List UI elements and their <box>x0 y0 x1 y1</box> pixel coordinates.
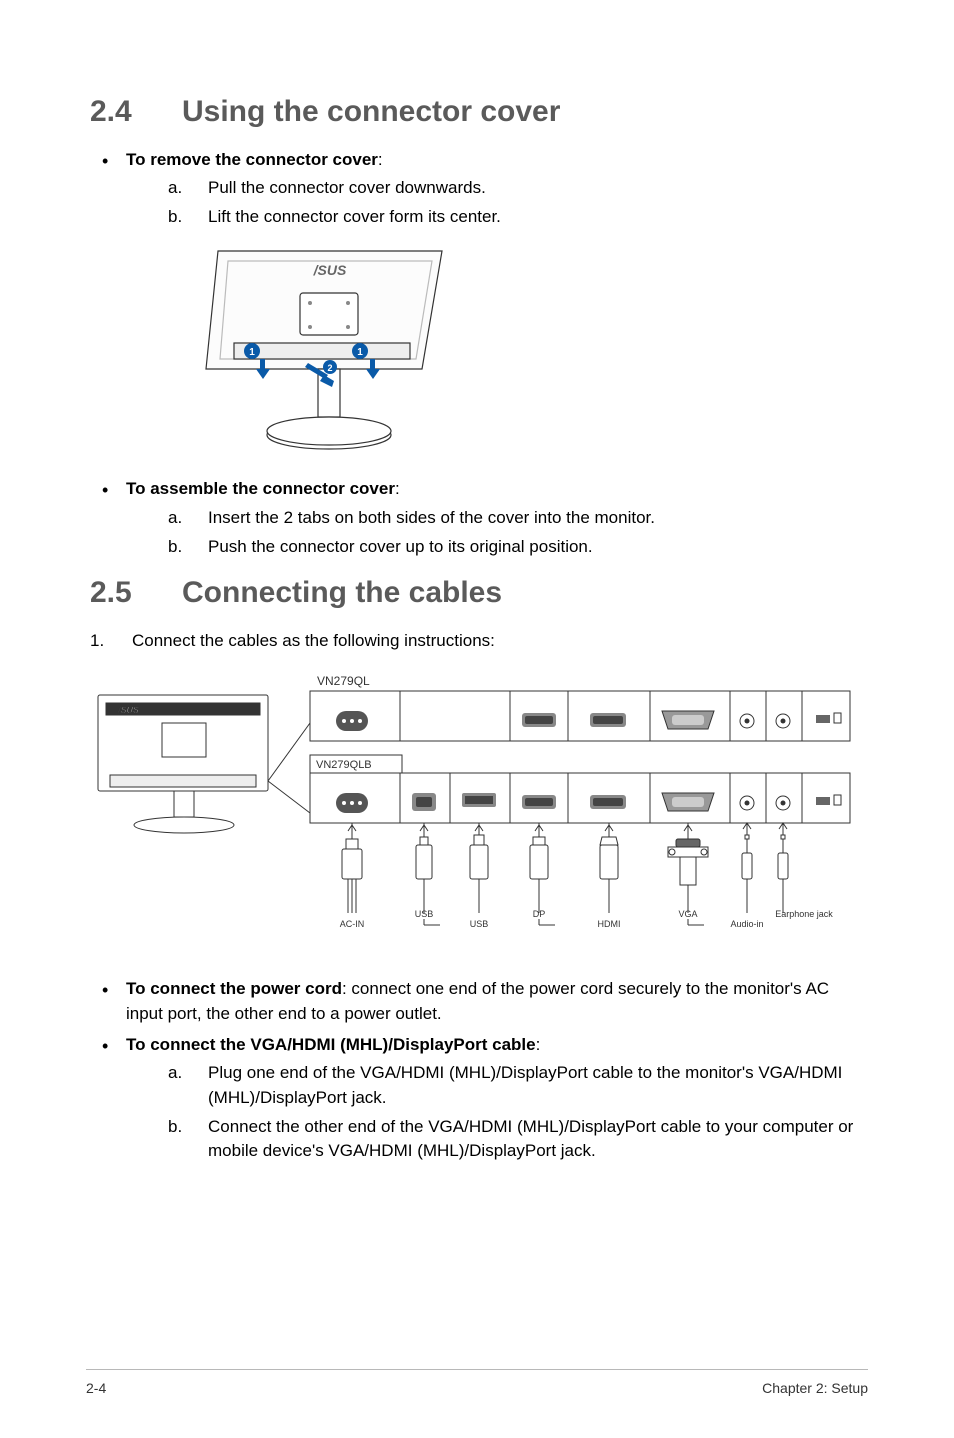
letter-b2: b. <box>168 535 202 560</box>
remove-lead: To remove the connector cover <box>126 150 378 169</box>
assemble-step-a: a. Insert the 2 tabs on both sides of the… <box>168 506 864 531</box>
svg-text:HDMI / MHL: HDMI / MHL <box>589 698 628 705</box>
label-hdmi: HDMI <box>598 919 621 929</box>
svg-text:2: 2 <box>327 363 332 373</box>
vga-lead: To connect the VGA/HDMI (MHL)/DisplayPor… <box>126 1035 536 1054</box>
power-bullet: To connect the power cord: connect one e… <box>126 977 864 1026</box>
svg-text:VGA: VGA <box>680 778 698 787</box>
heading-number-2: 2.5 <box>90 571 182 615</box>
figure-ports: /SUS VN279QL ∼ D <box>90 663 864 963</box>
svg-text:/SUS: /SUS <box>313 262 347 278</box>
label-usb-a: USB <box>415 909 434 919</box>
svg-text:ψ: ψ <box>475 851 482 862</box>
footer-left: 2-4 <box>86 1378 106 1398</box>
heading-text: Using the connector cover <box>182 95 560 128</box>
heading-number: 2.4 <box>90 90 182 134</box>
label-earphone: Earphone jack <box>775 909 833 919</box>
svg-text:/SUS: /SUS <box>117 705 139 715</box>
label-usb-b: USB <box>470 919 489 929</box>
power-lead: To connect the power cord <box>126 979 342 998</box>
svg-text:D: D <box>536 856 542 865</box>
letter-a: a. <box>168 176 202 201</box>
svg-text:∩: ∩ <box>779 695 786 706</box>
letter-b: b. <box>168 205 202 230</box>
assemble-bullet: To assemble the connector cover: a. Inser… <box>126 477 864 559</box>
svg-text:∼: ∼ <box>346 772 358 788</box>
colon2: : <box>395 479 400 498</box>
remove-step-a: a. Pull the connector cover downwards. <box>168 176 864 201</box>
section-2-5-heading: 2.5Connecting the cables <box>90 571 864 615</box>
remove-step-b: b. Lift the connector cover form its cent… <box>168 205 864 230</box>
svg-text:∩: ∩ <box>779 777 786 788</box>
svg-text:1: 1 <box>357 347 363 358</box>
vga-step-b: b.Connect the other end of the VGA/HDMI … <box>168 1115 864 1164</box>
colon: : <box>378 150 383 169</box>
svg-text:D: D <box>535 777 542 787</box>
assemble-step-b: b. Push the connector cover up to its ori… <box>168 535 864 560</box>
letter-b3: b. <box>168 1115 202 1140</box>
page-footer: 2-4 Chapter 2: Setup <box>86 1369 868 1398</box>
step-1-text: Connect the cables as the following inst… <box>132 631 495 650</box>
remove-a-text: Pull the connector cover downwards. <box>208 178 486 197</box>
svg-text:⇐: ⇐ <box>475 777 483 787</box>
remove-bullet: To remove the connector cover: a. Pull th… <box>126 148 864 230</box>
label-dp: DP <box>533 909 546 919</box>
svg-text:⊖: ⊖ <box>743 777 751 788</box>
label-audioin: Audio-in <box>730 919 763 929</box>
vga-step-a: a.Plug one end of the VGA/HDMI (MHL)/Dis… <box>168 1061 864 1110</box>
svg-text:∼: ∼ <box>346 690 358 706</box>
remove-b-text: Lift the connector cover form its center… <box>208 207 501 226</box>
svg-text:D: D <box>535 695 542 705</box>
vga-bullet: To connect the VGA/HDMI (MHL)/DisplayPor… <box>126 1033 864 1164</box>
svg-text:ss⇔: ss⇔ <box>420 859 426 871</box>
letter-a3: a. <box>168 1061 202 1086</box>
assemble-b-text: Push the connector cover up to its origi… <box>208 537 593 556</box>
svg-text:⊖: ⊖ <box>743 695 751 706</box>
svg-text:1: 1 <box>249 347 255 358</box>
vga-b-text: Connect the other end of the VGA/HDMI (M… <box>208 1117 853 1161</box>
model-a-label: VN279QL <box>317 674 370 688</box>
svg-text:SS⇔: SS⇔ <box>416 780 432 787</box>
assemble-lead: To assemble the connector cover <box>126 479 395 498</box>
colon3: : <box>536 1035 541 1054</box>
assemble-a-text: Insert the 2 tabs on both sides of the c… <box>208 508 655 527</box>
figure-monitor-back: /SUS 1 1 2 <box>190 241 460 461</box>
svg-text:VGA: VGA <box>680 696 698 705</box>
section-2-4-heading: 2.4Using the connector cover <box>90 90 864 134</box>
svg-text:HDMI / MHL: HDMI / MHL <box>589 780 628 787</box>
step-1: 1. Connect the cables as the following in… <box>90 629 864 654</box>
letter-a2: a. <box>168 506 202 531</box>
heading-text-2: Connecting the cables <box>182 576 502 609</box>
model-b-label: VN279QLB <box>316 759 372 771</box>
label-vga: VGA <box>678 909 697 919</box>
vga-a-text: Plug one end of the VGA/HDMI (MHL)/Displ… <box>208 1063 842 1107</box>
label-acin: AC-IN <box>340 919 365 929</box>
footer-right: Chapter 2: Setup <box>762 1378 868 1398</box>
number-1: 1. <box>90 629 124 654</box>
